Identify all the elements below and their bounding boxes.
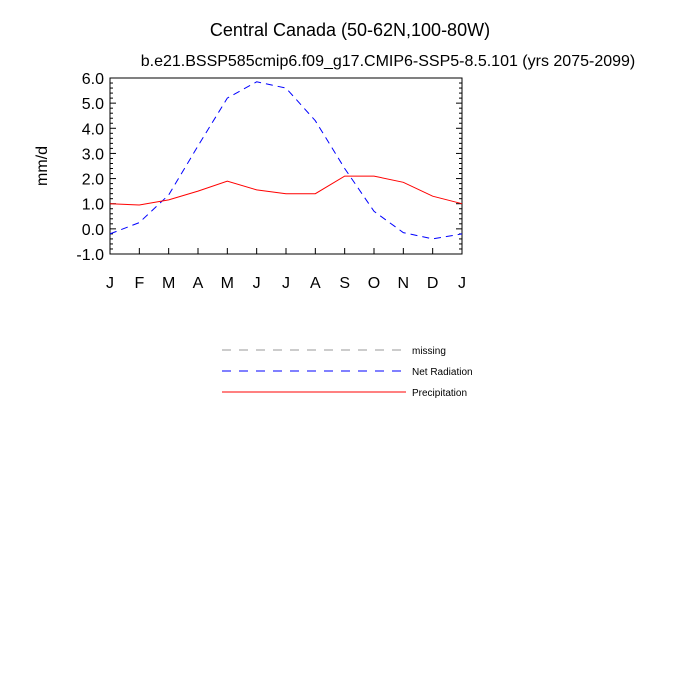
x-tick-label: D: [427, 275, 439, 292]
x-tick-label: N: [398, 275, 410, 292]
x-tick-label: M: [162, 275, 175, 292]
series-lines: [109, 81, 463, 240]
x-tick-label: F: [134, 275, 144, 292]
axis-ticks: -1.00.01.02.03.04.05.06.0J F M A M J J A S O N D J: [76, 71, 466, 292]
x-tick-label: S: [339, 275, 350, 292]
chart-subtitle: b.e21.BSSP585cmip6.f09_g17.CMIP6-SSP5-8.…: [141, 53, 636, 70]
y-tick-label: -1.0: [76, 247, 104, 264]
legend-label: Net Radiation: [412, 367, 473, 378]
y-tick-label: 1.0: [82, 197, 104, 214]
y-tick-label: 4.0: [82, 121, 104, 138]
y-tick-label: 5.0: [82, 96, 104, 113]
x-tick-label: J: [458, 275, 466, 292]
y-tick-label: 2.0: [82, 172, 104, 189]
y-tick-label: 6.0: [82, 71, 104, 88]
x-tick-label: M: [221, 275, 234, 292]
y-axis-label: mm/d: [34, 146, 51, 186]
legend-label: missing: [412, 346, 446, 357]
chart-title: Central Canada (50-62N,100-80W): [210, 20, 490, 40]
legend: missing Net Radiation Precipitation: [222, 346, 473, 399]
x-tick-label: J: [106, 275, 114, 292]
x-tick-label: O: [368, 275, 380, 292]
y-tick-label: 3.0: [82, 146, 104, 163]
plot-frame: [109, 77, 463, 255]
x-tick-label: A: [193, 275, 204, 292]
y-tick-label: 0.0: [82, 222, 104, 239]
series-line-precipitation: [109, 175, 463, 206]
x-tick-label: J: [253, 275, 261, 292]
series-line-net-radiation: [109, 81, 463, 240]
x-tick-label: J: [282, 275, 290, 292]
legend-label: Precipitation: [412, 388, 467, 399]
x-tick-label: A: [310, 275, 321, 292]
